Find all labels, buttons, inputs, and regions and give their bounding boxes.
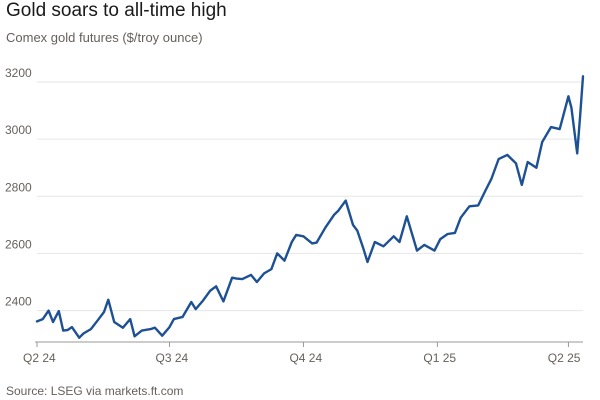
x-tick-label: Q3 24: [155, 351, 188, 365]
y-axis-tick-labels: 2400 2600 2800 3000 3200: [5, 66, 32, 309]
chart-subtitle: Comex gold futures ($/troy ounce): [6, 30, 203, 45]
y-tick-label: 2600: [5, 237, 32, 251]
x-tick-label: Q2 25: [548, 351, 581, 365]
y-tick-label: 3000: [5, 123, 32, 137]
chart-title: Gold soars to all-time high: [6, 0, 227, 21]
grid-layer: [37, 81, 583, 312]
y-tick-label: 2800: [5, 180, 32, 194]
x-tick-label: Q1 25: [423, 351, 456, 365]
x-tick-label: Q2 24: [23, 351, 56, 365]
source-note: Source: LSEG via markets.ft.com: [6, 384, 184, 398]
series-line-gold-futures: [35, 75, 585, 339]
x-axis-tick-labels: Q2 24 Q3 24 Q4 24 Q1 25 Q2 25: [23, 342, 581, 365]
y-tick-label: 2400: [5, 295, 32, 309]
series-layer: [35, 75, 585, 339]
x-tick-label: Q4 24: [289, 351, 322, 365]
y-tick-label: 3200: [5, 66, 32, 80]
